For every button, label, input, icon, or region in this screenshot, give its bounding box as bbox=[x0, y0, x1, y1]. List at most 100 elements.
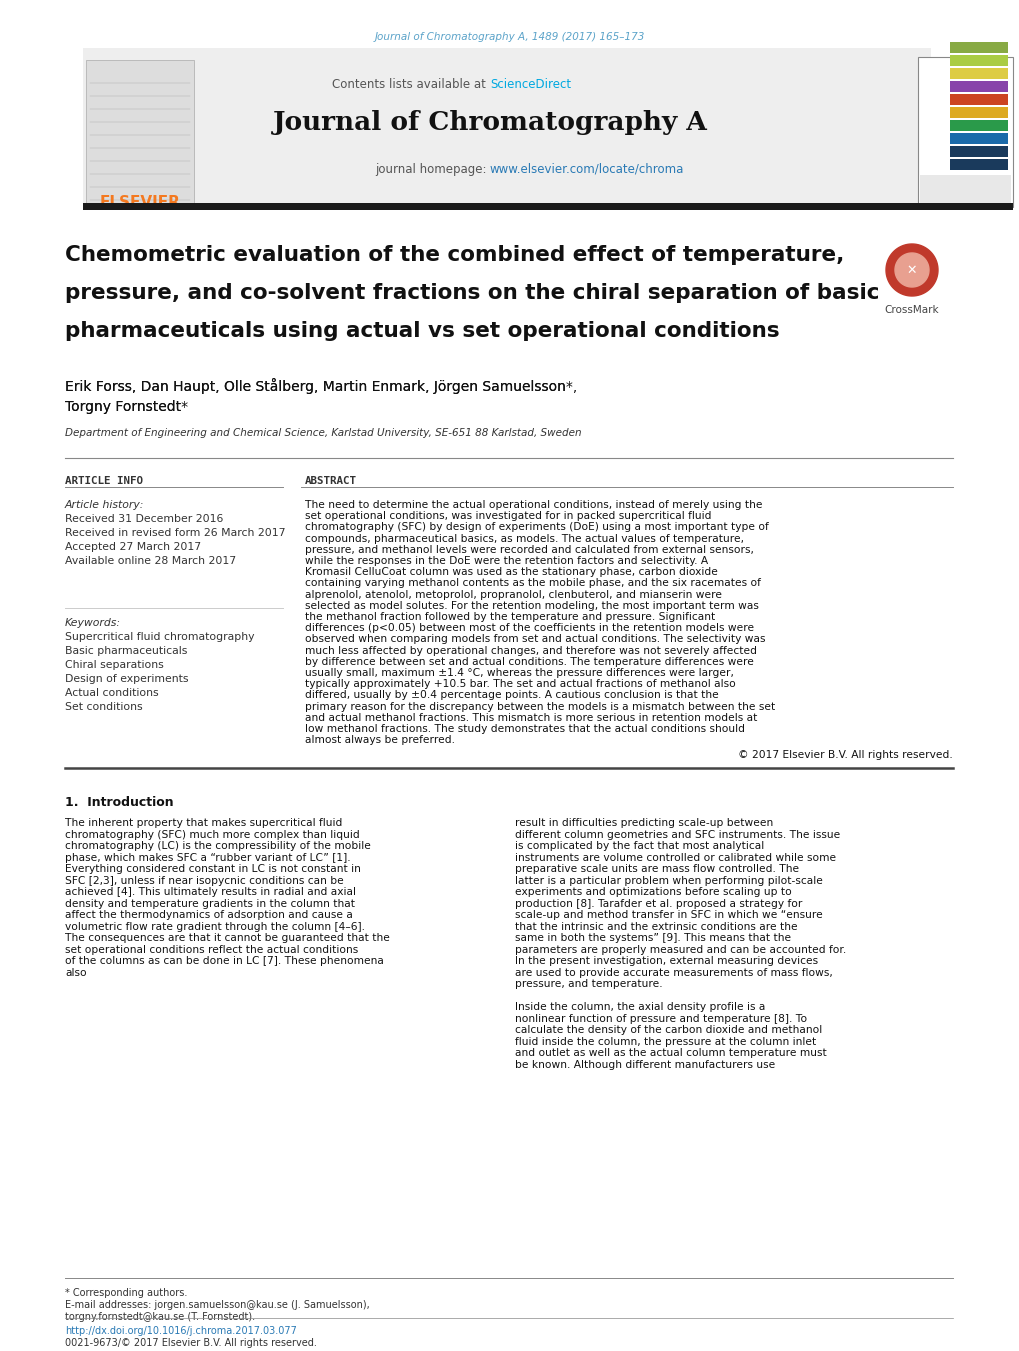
Bar bbox=[86, 59, 194, 205]
Text: containing varying methanol contents as the mobile phase, and the six racemates : containing varying methanol contents as … bbox=[305, 578, 760, 589]
Text: © 2017 Elsevier B.V. All rights reserved.: © 2017 Elsevier B.V. All rights reserved… bbox=[738, 750, 952, 761]
Text: Kromasil CelluCoat column was used as the stationary phase, carbon dioxide: Kromasil CelluCoat column was used as th… bbox=[305, 567, 717, 577]
Text: same in both the systems” [9]. This means that the: same in both the systems” [9]. This mean… bbox=[515, 934, 791, 943]
Text: pressure, and temperature.: pressure, and temperature. bbox=[515, 979, 662, 989]
Text: Set conditions: Set conditions bbox=[65, 703, 143, 712]
Text: ELSEVIER: ELSEVIER bbox=[100, 195, 180, 209]
Text: the methanol fraction followed by the temperature and pressure. Significant: the methanol fraction followed by the te… bbox=[305, 612, 714, 621]
Text: chromatography (SFC) by design of experiments (DoE) using a most important type : chromatography (SFC) by design of experi… bbox=[305, 523, 768, 532]
Text: E-mail addresses: jorgen.samuelsson@kau.se (J. Samuelsson),: E-mail addresses: jorgen.samuelsson@kau.… bbox=[65, 1300, 370, 1310]
Text: Everything considered constant in LC is not constant in: Everything considered constant in LC is … bbox=[65, 865, 361, 874]
Bar bbox=[949, 68, 1007, 78]
Text: Keywords:: Keywords: bbox=[65, 617, 121, 628]
Text: Torgny Fornstedt: Torgny Fornstedt bbox=[65, 400, 181, 413]
Text: 0021-9673/© 2017 Elsevier B.V. All rights reserved.: 0021-9673/© 2017 Elsevier B.V. All right… bbox=[65, 1337, 317, 1348]
Text: almost always be preferred.: almost always be preferred. bbox=[305, 735, 454, 746]
Text: Department of Engineering and Chemical Science, Karlstad University, SE-651 88 K: Department of Engineering and Chemical S… bbox=[65, 428, 581, 438]
Text: Journal of Chromatography A: Journal of Chromatography A bbox=[272, 109, 707, 135]
Text: http://dx.doi.org/10.1016/j.chroma.2017.03.077: http://dx.doi.org/10.1016/j.chroma.2017.… bbox=[65, 1325, 297, 1336]
Bar bbox=[83, 49, 930, 209]
Text: CrossMark: CrossMark bbox=[883, 305, 938, 315]
Text: set operational conditions reflect the actual conditions: set operational conditions reflect the a… bbox=[65, 944, 358, 955]
Bar bbox=[949, 42, 1007, 53]
Text: The consequences are that it cannot be guaranteed that the: The consequences are that it cannot be g… bbox=[65, 934, 389, 943]
Text: ARTICLE INFO: ARTICLE INFO bbox=[65, 476, 143, 486]
Text: differed, usually by ±0.4 percentage points. A cautious conclusion is that the: differed, usually by ±0.4 percentage poi… bbox=[305, 690, 718, 700]
Text: torgny.fornstedt@kau.se (T. Fornstedt).: torgny.fornstedt@kau.se (T. Fornstedt). bbox=[65, 1312, 255, 1323]
Bar bbox=[917, 57, 1012, 207]
Text: Erik Forss, Dan Haupt, Olle Stålberg, Martin Enmark, Jörgen Samuelsson*,: Erik Forss, Dan Haupt, Olle Stålberg, Ma… bbox=[65, 378, 577, 394]
Text: selected as model solutes. For the retention modeling, the most important term w: selected as model solutes. For the reten… bbox=[305, 601, 758, 611]
Text: density and temperature gradients in the column that: density and temperature gradients in the… bbox=[65, 898, 355, 909]
Text: pressure, and co-solvent fractions on the chiral separation of basic: pressure, and co-solvent fractions on th… bbox=[65, 282, 878, 303]
Text: affect the thermodynamics of adsorption and cause a: affect the thermodynamics of adsorption … bbox=[65, 911, 353, 920]
Text: SFC [2,3], unless if near isopycnic conditions can be: SFC [2,3], unless if near isopycnic cond… bbox=[65, 875, 343, 886]
Text: www.elsevier.com/locate/chroma: www.elsevier.com/locate/chroma bbox=[489, 163, 684, 176]
Text: parameters are properly measured and can be accounted for.: parameters are properly measured and can… bbox=[515, 944, 846, 955]
Text: also: also bbox=[65, 967, 87, 978]
Text: observed when comparing models from set and actual conditions. The selectivity w: observed when comparing models from set … bbox=[305, 635, 764, 644]
Bar bbox=[949, 159, 1007, 170]
Text: preparative scale units are mass flow controlled. The: preparative scale units are mass flow co… bbox=[515, 865, 798, 874]
Text: Chemometric evaluation of the combined effect of temperature,: Chemometric evaluation of the combined e… bbox=[65, 245, 844, 265]
Text: while the responses in the DoE were the retention factors and selectivity. A: while the responses in the DoE were the … bbox=[305, 557, 707, 566]
Text: Actual conditions: Actual conditions bbox=[65, 688, 159, 698]
Text: ✕: ✕ bbox=[906, 263, 916, 277]
Text: Supercritical fluid chromatography: Supercritical fluid chromatography bbox=[65, 632, 255, 642]
Bar bbox=[83, 203, 1012, 209]
Polygon shape bbox=[886, 245, 937, 296]
Text: * Corresponding authors.: * Corresponding authors. bbox=[65, 1288, 187, 1298]
Text: low methanol fractions. The study demonstrates that the actual conditions should: low methanol fractions. The study demons… bbox=[305, 724, 744, 734]
Text: usually small, maximum ±1.4 °C, whereas the pressure differences were larger,: usually small, maximum ±1.4 °C, whereas … bbox=[305, 667, 733, 678]
Text: The inherent property that makes supercritical fluid: The inherent property that makes supercr… bbox=[65, 819, 342, 828]
Text: chromatography (SFC) much more complex than liquid: chromatography (SFC) much more complex t… bbox=[65, 830, 360, 840]
Text: The need to determine the actual operational conditions, instead of merely using: The need to determine the actual operati… bbox=[305, 500, 762, 509]
Polygon shape bbox=[894, 253, 928, 286]
Text: nonlinear function of pressure and temperature [8]. To: nonlinear function of pressure and tempe… bbox=[515, 1013, 806, 1024]
Text: typically approximately +10.5 bar. The set and actual fractions of methanol also: typically approximately +10.5 bar. The s… bbox=[305, 680, 735, 689]
Text: pressure, and methanol levels were recorded and calculated from external sensors: pressure, and methanol levels were recor… bbox=[305, 544, 753, 555]
Text: by difference between set and actual conditions. The temperature differences wer: by difference between set and actual con… bbox=[305, 657, 753, 667]
Text: Design of experiments: Design of experiments bbox=[65, 674, 189, 684]
Text: ABSTRACT: ABSTRACT bbox=[305, 476, 357, 486]
Text: be known. Although different manufacturers use: be known. Although different manufacture… bbox=[515, 1061, 774, 1070]
Text: set operational conditions, was investigated for in packed supercritical fluid: set operational conditions, was investig… bbox=[305, 511, 711, 521]
Text: much less affected by operational changes, and therefore was not severely affect: much less affected by operational change… bbox=[305, 646, 756, 655]
Bar bbox=[919, 176, 1010, 205]
Text: Contents lists available at: Contents lists available at bbox=[332, 78, 489, 91]
Text: fluid inside the column, the pressure at the column inlet: fluid inside the column, the pressure at… bbox=[515, 1038, 815, 1047]
Text: of the columns as can be done in LC [7]. These phenomena: of the columns as can be done in LC [7].… bbox=[65, 957, 383, 966]
Text: different column geometries and SFC instruments. The issue: different column geometries and SFC inst… bbox=[515, 830, 840, 840]
Text: production [8]. Tarafder et al. proposed a strategy for: production [8]. Tarafder et al. proposed… bbox=[515, 898, 802, 909]
Text: compounds, pharmaceutical basics, as models. The actual values of temperature,: compounds, pharmaceutical basics, as mod… bbox=[305, 534, 743, 543]
Text: Journal of Chromatography A, 1489 (2017) 165–173: Journal of Chromatography A, 1489 (2017)… bbox=[374, 32, 645, 42]
Text: primary reason for the discrepancy between the models is a mismatch between the : primary reason for the discrepancy betwe… bbox=[305, 701, 774, 712]
Bar bbox=[949, 81, 1007, 92]
Text: scale-up and method transfer in SFC in which we “ensure: scale-up and method transfer in SFC in w… bbox=[515, 911, 822, 920]
Text: journal homepage:: journal homepage: bbox=[374, 163, 489, 176]
Text: achieved [4]. This ultimately results in radial and axial: achieved [4]. This ultimately results in… bbox=[65, 888, 356, 897]
Bar bbox=[949, 132, 1007, 145]
Text: and outlet as well as the actual column temperature must: and outlet as well as the actual column … bbox=[515, 1048, 826, 1058]
Text: are used to provide accurate measurements of mass flows,: are used to provide accurate measurement… bbox=[515, 967, 832, 978]
Text: chromatography (LC) is the compressibility of the mobile: chromatography (LC) is the compressibili… bbox=[65, 842, 371, 851]
Bar bbox=[949, 146, 1007, 157]
Text: differences (p<0.05) between most of the coefficients in the retention models we: differences (p<0.05) between most of the… bbox=[305, 623, 753, 634]
Bar bbox=[949, 120, 1007, 131]
Text: pharmaceuticals using actual vs set operational conditions: pharmaceuticals using actual vs set oper… bbox=[65, 322, 779, 340]
Text: ScienceDirect: ScienceDirect bbox=[489, 78, 571, 91]
Text: is complicated by the fact that most analytical: is complicated by the fact that most ana… bbox=[515, 842, 763, 851]
Bar bbox=[949, 107, 1007, 118]
Bar bbox=[949, 55, 1007, 66]
Text: latter is a particular problem when performing pilot-scale: latter is a particular problem when perf… bbox=[515, 875, 822, 886]
Text: result in difficulties predicting scale-up between: result in difficulties predicting scale-… bbox=[515, 819, 772, 828]
Text: phase, which makes SFC a “rubber variant of LC” [1].: phase, which makes SFC a “rubber variant… bbox=[65, 852, 351, 863]
Text: Inside the column, the axial density profile is a: Inside the column, the axial density pro… bbox=[515, 1002, 764, 1012]
Text: alprenolol, atenolol, metoprolol, propranolol, clenbuterol, and mianserin were: alprenolol, atenolol, metoprolol, propra… bbox=[305, 589, 721, 600]
Text: Received 31 December 2016: Received 31 December 2016 bbox=[65, 513, 223, 524]
Text: experiments and optimizations before scaling up to: experiments and optimizations before sca… bbox=[515, 888, 791, 897]
Text: volumetric flow rate gradient through the column [4–6].: volumetric flow rate gradient through th… bbox=[65, 921, 365, 932]
Text: Chiral separations: Chiral separations bbox=[65, 661, 164, 670]
Text: In the present investigation, external measuring devices: In the present investigation, external m… bbox=[515, 957, 817, 966]
Text: Basic pharmaceuticals: Basic pharmaceuticals bbox=[65, 646, 187, 657]
